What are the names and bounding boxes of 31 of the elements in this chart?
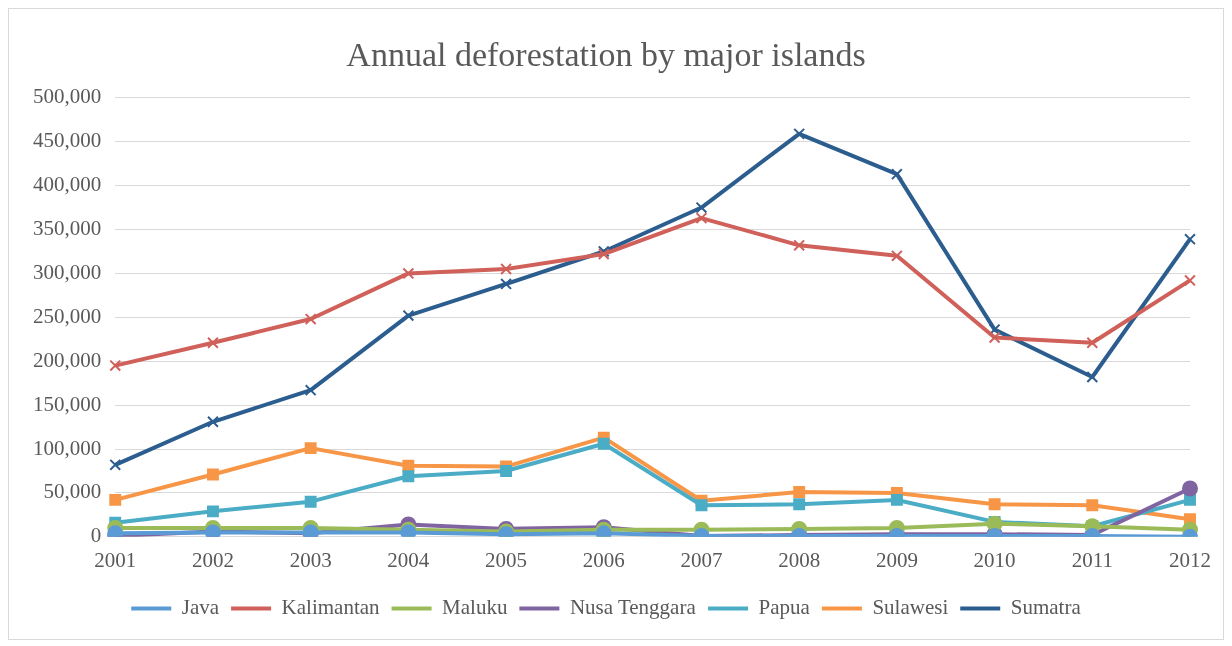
x-tick-label: 2005 <box>485 547 528 572</box>
y-tick-label: 500,000 <box>33 84 102 109</box>
x-tick-label: 2001 <box>94 547 137 572</box>
x-tick-label: 2009 <box>875 547 918 572</box>
y-tick-label: 300,000 <box>33 259 102 284</box>
x-tick-label: 2012 <box>1169 547 1211 572</box>
legend-label: Kalimantan <box>281 595 381 620</box>
y-tick-label: 400,000 <box>33 172 102 197</box>
y-tick-label: 100,000 <box>33 435 102 460</box>
x-tick-label: 2003 <box>289 547 332 572</box>
legend-label: Nusa Tenggara <box>569 595 697 620</box>
y-tick-label: 50,000 <box>43 479 102 504</box>
x-tick-label: 2004 <box>387 547 430 572</box>
x-tick-label: 2002 <box>191 547 234 572</box>
legend-label: Sumatra <box>1010 595 1082 620</box>
x-tick-label: 2008 <box>778 547 821 572</box>
x-tick-label: 2011 <box>1071 547 1113 572</box>
x-tick-label: 2010 <box>973 547 1016 572</box>
legend-label: Java <box>181 595 220 620</box>
legend-label: Papua <box>758 595 811 620</box>
y-tick-label: 250,000 <box>33 303 102 328</box>
y-tick-label: 150,000 <box>33 391 102 416</box>
legend-label: Sulawesi <box>872 595 949 620</box>
chart-title: Annual deforestation by major islands <box>346 36 866 74</box>
y-tick-label: 350,000 <box>33 216 102 241</box>
y-tick-label: 450,000 <box>33 128 102 153</box>
x-tick-label: 2006 <box>582 547 625 572</box>
legend-label: Maluku <box>442 595 508 620</box>
y-tick-label: 200,000 <box>33 347 102 372</box>
x-tick-label: 2007 <box>680 547 723 572</box>
y-tick-label: 0 <box>90 523 102 548</box>
